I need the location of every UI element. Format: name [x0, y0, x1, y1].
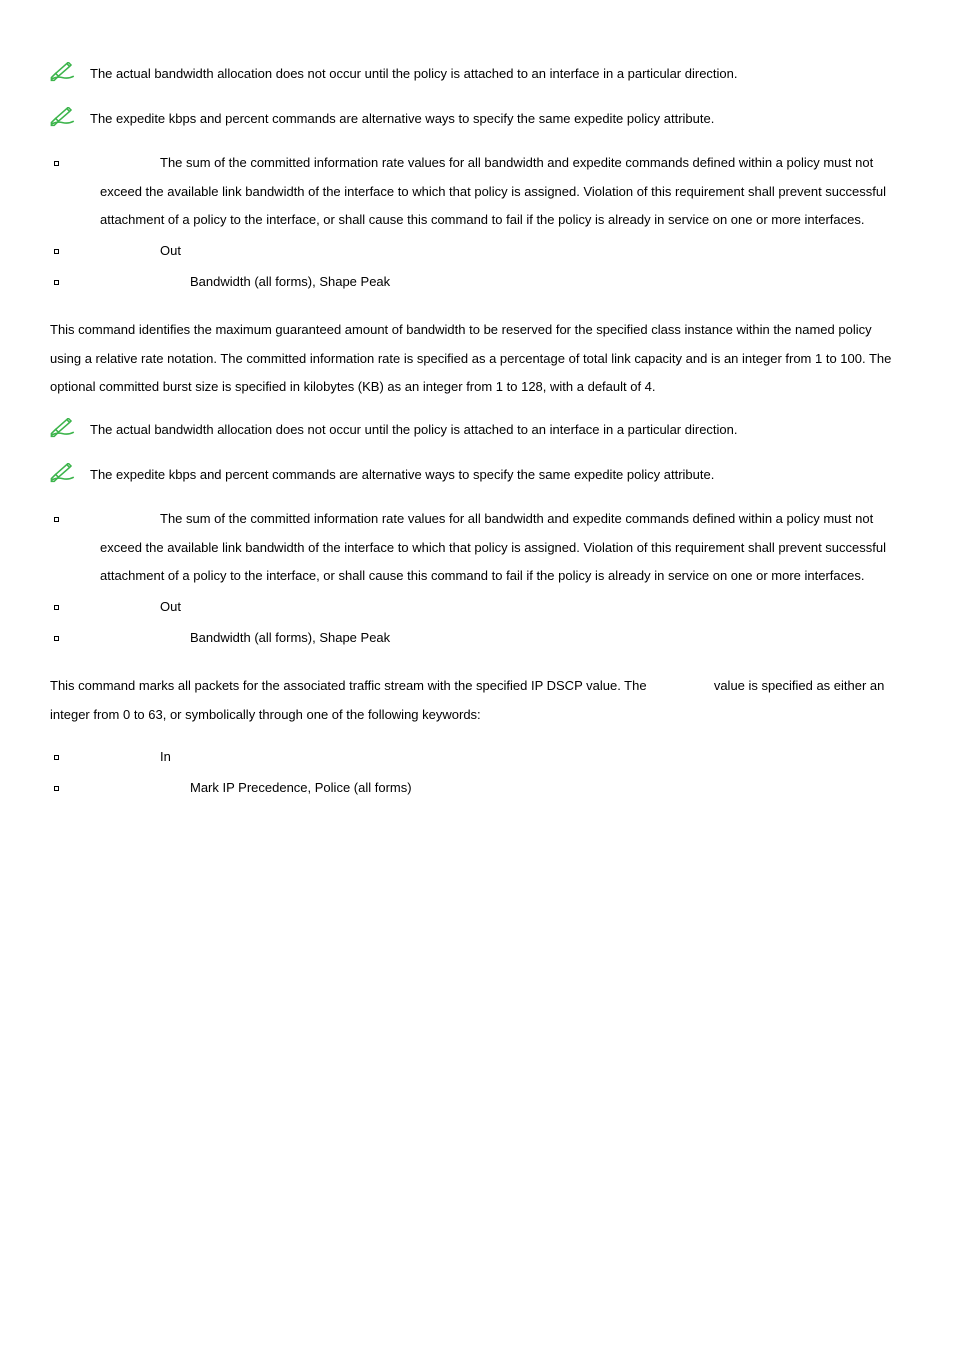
- list-item-text: Out: [100, 243, 181, 258]
- list-item-text: The sum of the committed information rat…: [100, 149, 904, 235]
- list-item: Out: [50, 593, 904, 622]
- note-text-4: The expedite kbps and percent commands a…: [90, 461, 904, 490]
- list-item: In: [50, 743, 904, 772]
- note-text-1: The actual bandwidth allocation does not…: [90, 60, 904, 89]
- list-item-text: Bandwidth (all forms), Shape Peak: [100, 274, 390, 289]
- list-item: The sum of the committed information rat…: [50, 505, 904, 591]
- list-item: The sum of the committed information rat…: [50, 149, 904, 235]
- paragraph-mark-ip-dscp: This command marks all packets for the a…: [50, 672, 904, 729]
- list-item-text: In: [100, 749, 171, 764]
- pencil-note-icon: [50, 416, 90, 449]
- list-item-text: Mark IP Precedence, Police (all forms): [100, 780, 412, 795]
- list-item: Out: [50, 237, 904, 266]
- list-item: Mark IP Precedence, Police (all forms): [50, 774, 904, 803]
- list-item: Bandwidth (all forms), Shape Peak: [50, 268, 904, 297]
- list-item-text: The sum of the committed information rat…: [100, 505, 904, 591]
- list-item-text: Out: [100, 599, 181, 614]
- list-item-text: Bandwidth (all forms), Shape Peak: [100, 630, 390, 645]
- note-text-2: The expedite kbps and percent commands a…: [90, 105, 904, 134]
- bullet-list-3: In Mark IP Precedence, Police (all forms…: [50, 743, 904, 802]
- note-row-1: The actual bandwidth allocation does not…: [50, 60, 904, 93]
- pencil-note-icon: [50, 461, 90, 494]
- bullet-list-2: The sum of the committed information rat…: [50, 505, 904, 652]
- note-row-4: The expedite kbps and percent commands a…: [50, 461, 904, 494]
- pencil-note-icon: [50, 60, 90, 93]
- list-item: Bandwidth (all forms), Shape Peak: [50, 624, 904, 653]
- note-text-3: The actual bandwidth allocation does not…: [90, 416, 904, 445]
- paragraph-expedite-percent: This command identifies the maximum guar…: [50, 316, 904, 402]
- paragraph-text-part1: This command marks all packets for the a…: [50, 678, 650, 693]
- note-row-2: The expedite kbps and percent commands a…: [50, 105, 904, 138]
- bullet-list-1: The sum of the committed information rat…: [50, 149, 904, 296]
- pencil-note-icon: [50, 105, 90, 138]
- note-row-3: The actual bandwidth allocation does not…: [50, 416, 904, 449]
